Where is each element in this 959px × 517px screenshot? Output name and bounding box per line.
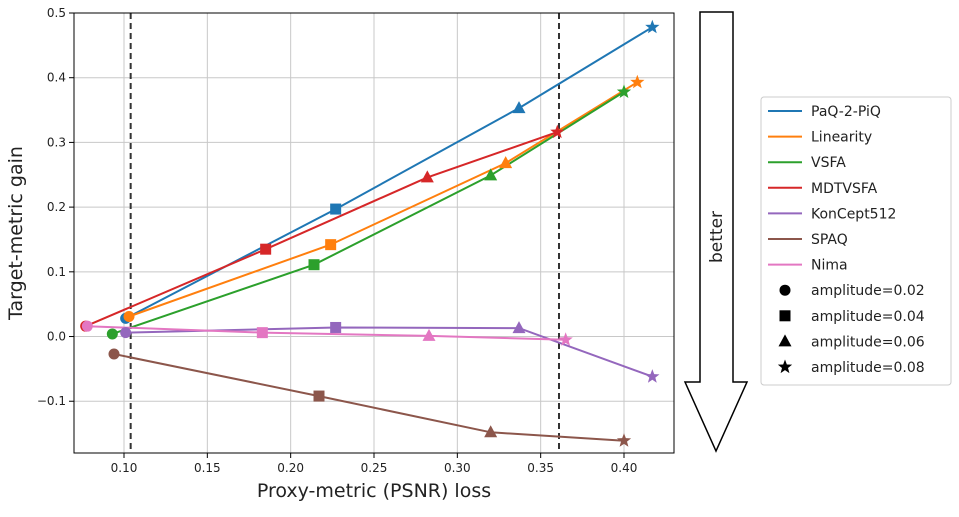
- legend-marker-amplitude-0-08: [777, 359, 793, 374]
- data-point-spaq: [484, 425, 498, 438]
- series-markers: [80, 19, 660, 447]
- legend-label-amplitude-0-08: amplitude=0.08: [811, 360, 925, 376]
- data-point-paq-2-piq: [645, 19, 660, 34]
- y-tick-label: 0.0: [47, 330, 66, 344]
- y-tick-label: 0.4: [47, 71, 66, 85]
- data-point-nima: [256, 327, 268, 339]
- data-point-nima: [422, 328, 436, 341]
- data-point-nima: [81, 320, 93, 332]
- data-point-koncept512: [120, 327, 132, 339]
- x-tick-label: 0.15: [194, 461, 221, 475]
- x-tick-label: 0.20: [277, 461, 304, 475]
- series-line-mdtvsfa: [85, 131, 558, 328]
- better-label: better: [707, 211, 727, 263]
- legend-box: [760, 96, 952, 386]
- x-axis-label: Proxy-metric (PSNR) loss: [257, 480, 491, 502]
- reference-lines: [129, 13, 560, 453]
- data-point-linearity: [325, 239, 337, 251]
- data-point-linearity: [499, 156, 513, 169]
- data-point-vsfa: [484, 168, 498, 181]
- legend-label-spaq: SPAQ: [811, 232, 848, 248]
- series-line-linearity: [128, 81, 638, 318]
- legend-label-vsfa: VSFA: [811, 155, 846, 171]
- y-tick-label: 0.5: [47, 6, 66, 20]
- data-point-paq-2-piq: [330, 203, 342, 215]
- data-point-spaq: [616, 433, 632, 447]
- series-line-spaq: [113, 353, 625, 442]
- data-point-nima: [558, 332, 573, 346]
- data-point-vsfa: [616, 84, 632, 99]
- y-axis-ticks: −0.1 0.0 0.1 0.2 0.3 0.4 0.5: [37, 6, 74, 408]
- x-tick-label: 0.40: [611, 461, 638, 475]
- data-point-mdtvsfa: [260, 243, 272, 255]
- better-arrow: better: [683, 11, 749, 453]
- legend-label-mdtvsfa: MDTVSFA: [811, 181, 878, 197]
- data-point-paq-2-piq: [512, 101, 526, 114]
- x-tick-label: 0.25: [361, 461, 388, 475]
- series-line-nima: [87, 325, 566, 341]
- legend-marker-amplitude-0-06: [778, 334, 792, 347]
- series-line-koncept512: [125, 326, 653, 378]
- data-point-spaq: [313, 390, 325, 402]
- legend-label-nima: Nima: [811, 258, 848, 274]
- data-point-koncept512: [645, 369, 660, 383]
- y-tick-label: −0.1: [37, 394, 66, 408]
- data-point-linearity: [123, 310, 135, 322]
- x-tick-label: 0.10: [111, 461, 138, 475]
- data-point-vsfa: [308, 259, 320, 271]
- legend-label-amplitude-0-06: amplitude=0.06: [811, 334, 925, 350]
- y-tick-label: 0.1: [47, 265, 66, 279]
- legend-label-koncept512: KonCept512: [811, 206, 896, 222]
- x-tick-label: 0.35: [527, 461, 554, 475]
- data-point-koncept512: [330, 321, 342, 333]
- x-tick-label: 0.30: [444, 461, 471, 475]
- legend-label-amplitude-0-02: amplitude=0.02: [811, 283, 925, 299]
- legend-label-paq-2-piq: PaQ-2-PiQ: [811, 104, 881, 120]
- data-point-vsfa: [106, 328, 118, 340]
- legend: PaQ-2-PiQ Linearity VSFA MDTVSFA KonCept512 S…: [760, 96, 952, 386]
- legend-marker-amplitude-0-04: [779, 310, 791, 322]
- data-point-spaq: [108, 348, 120, 360]
- series-lines: [85, 26, 653, 442]
- data-point-mdtvsfa: [420, 170, 434, 183]
- y-tick-label: 0.3: [47, 135, 66, 149]
- data-point-koncept512: [512, 321, 526, 334]
- grid: [74, 12, 674, 453]
- data-point-linearity: [630, 74, 645, 89]
- x-axis-ticks: 0.10 0.15 0.20 0.25 0.30 0.35 0.40: [111, 453, 638, 475]
- better-arrow-shape: [683, 11, 749, 453]
- series-line-vsfa: [111, 91, 625, 335]
- legend-label-amplitude-0-04: amplitude=0.04: [811, 309, 925, 325]
- y-tick-label: 0.2: [47, 200, 66, 214]
- y-axis-label: Target-metric gain: [5, 146, 27, 321]
- legend-label-linearity: Linearity: [811, 130, 872, 146]
- legend-marker-amplitude-0-02: [779, 284, 791, 296]
- data-point-mdtvsfa: [550, 124, 565, 139]
